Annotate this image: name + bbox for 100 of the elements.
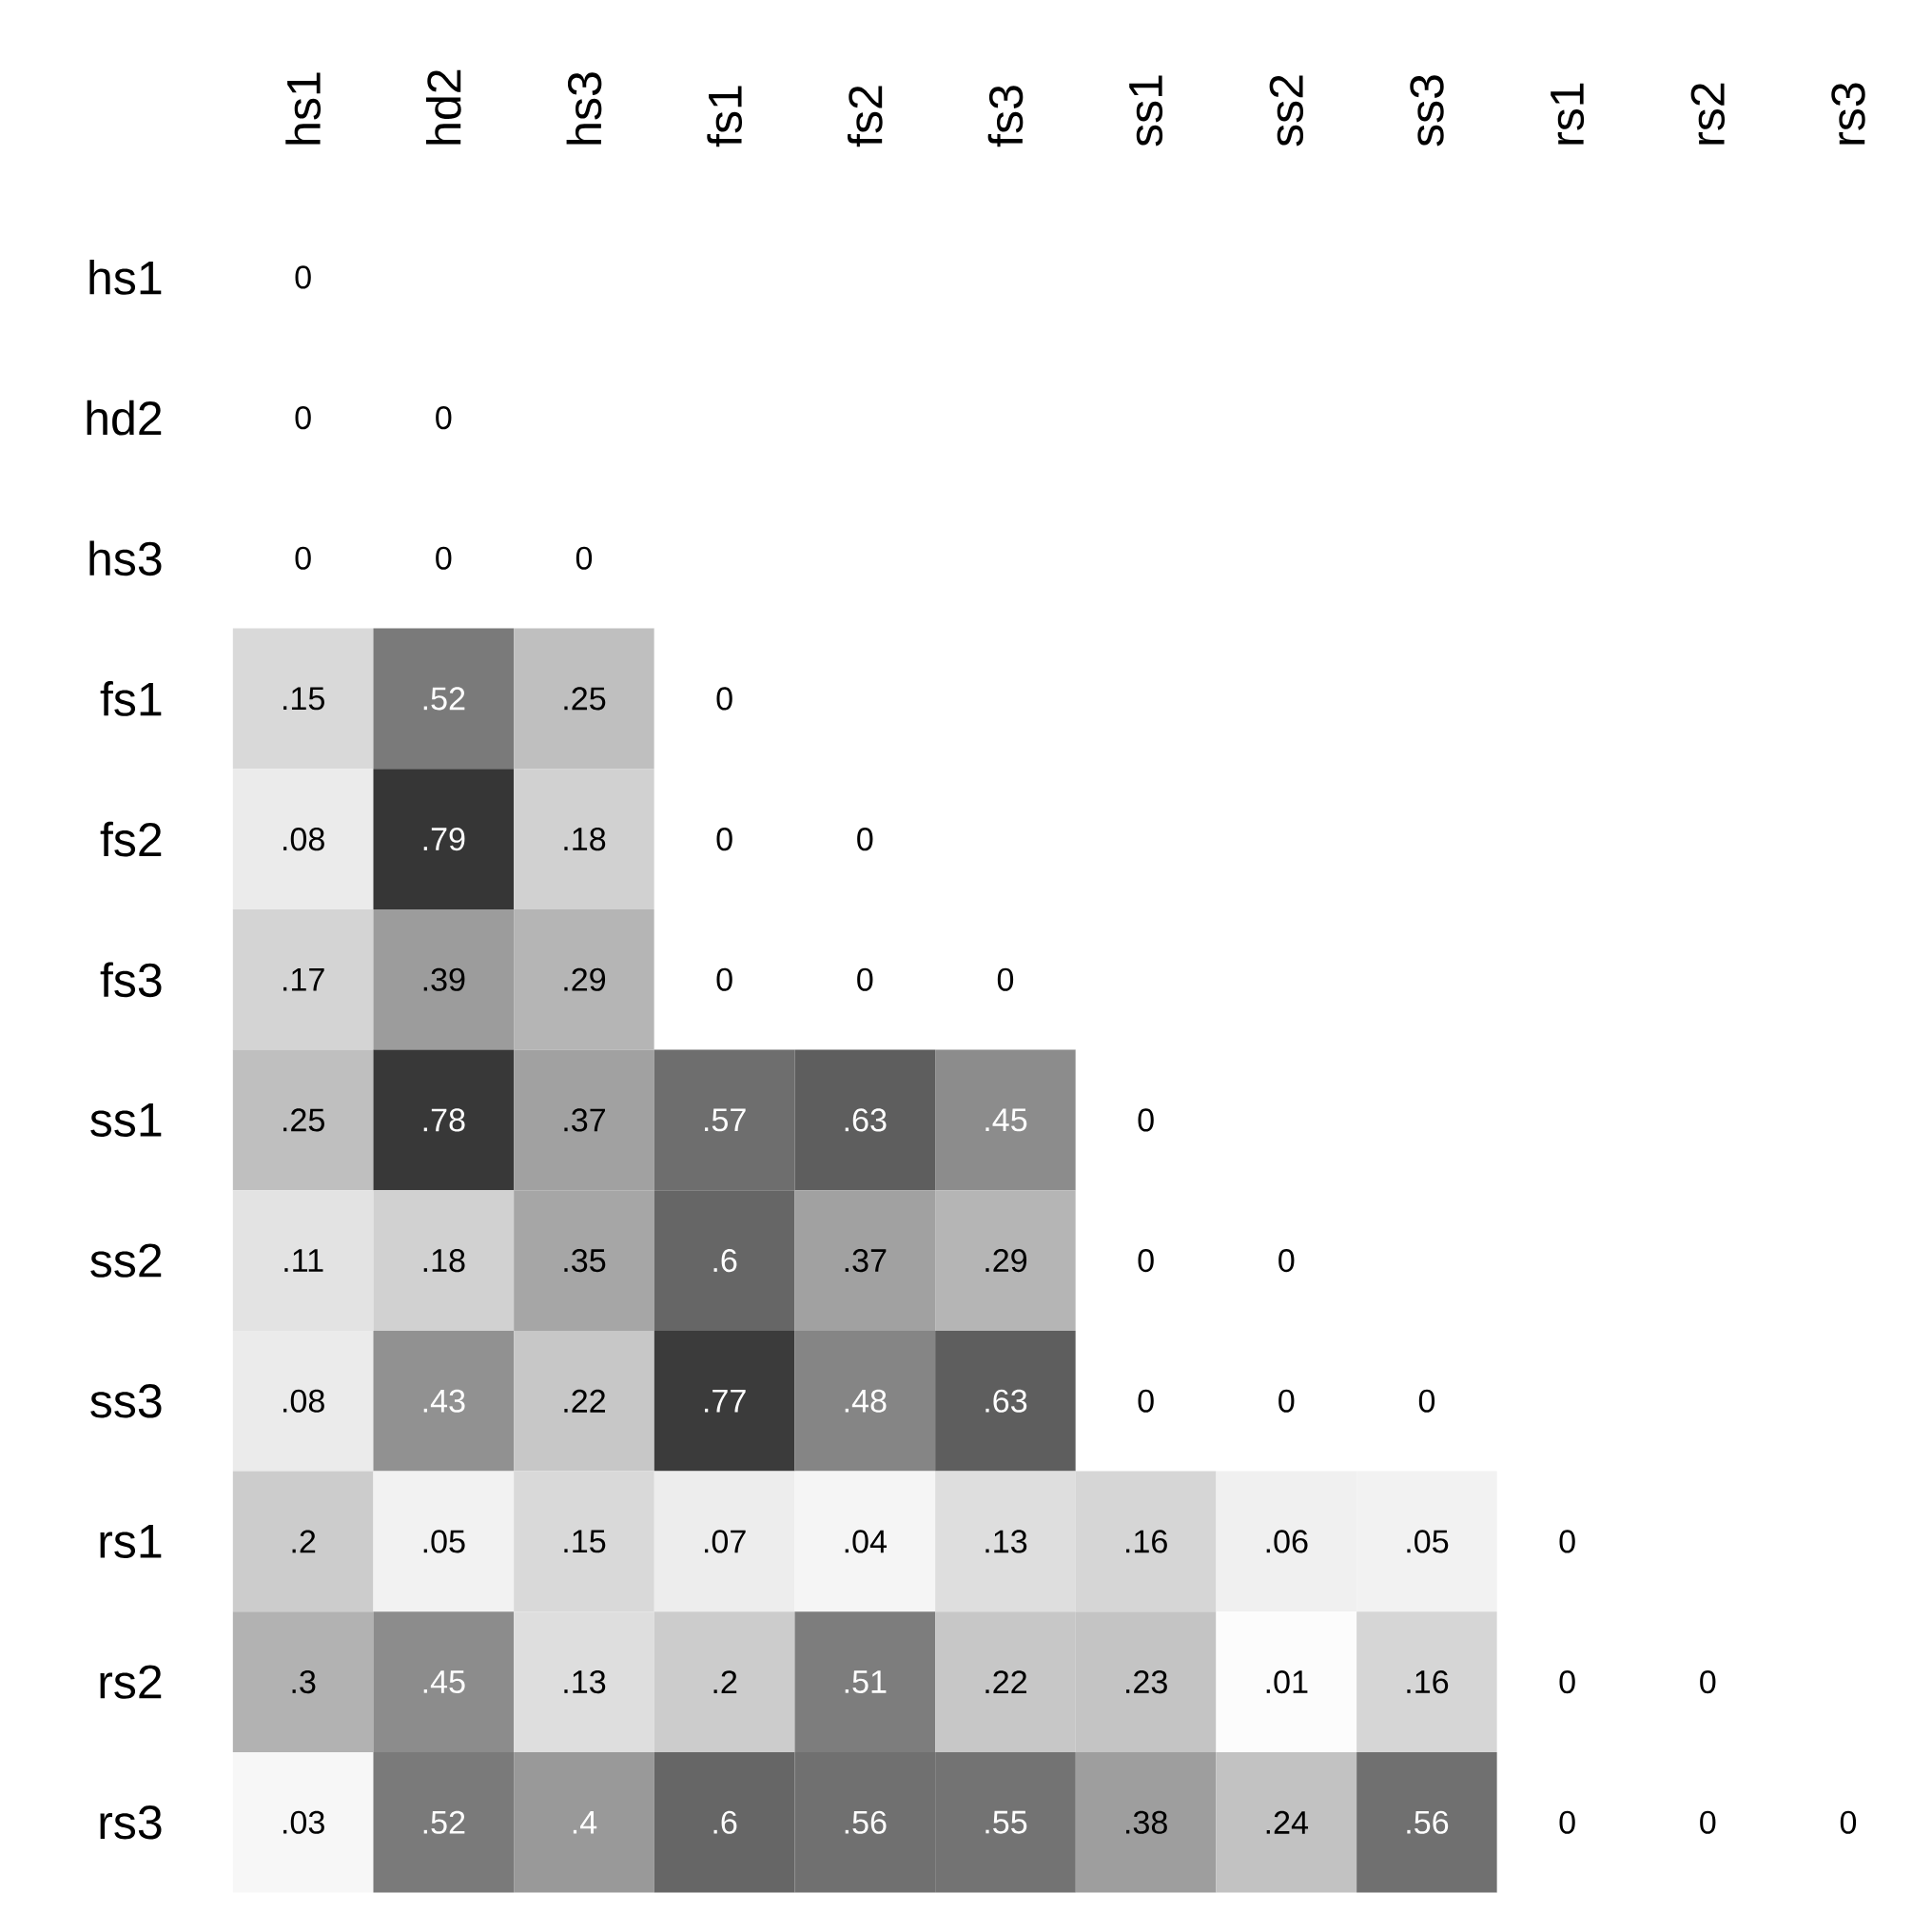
data-label: .57 [705, 1108, 746, 1132]
data-label: .06 [1266, 1530, 1308, 1553]
x-tick-label: hs1 [285, 72, 322, 145]
data-label: .07 [705, 1530, 746, 1553]
data-label: .3 [292, 1669, 316, 1694]
data-label: .25 [283, 1108, 324, 1132]
data-label: .48 [845, 1389, 887, 1413]
data-label: .23 [1126, 1669, 1167, 1694]
data-label: 0 [716, 827, 732, 851]
data-label: .56 [845, 1810, 887, 1834]
data-label: .13 [564, 1669, 606, 1694]
x-tick-label: fs3 [987, 86, 1024, 147]
data-label: .04 [845, 1530, 888, 1553]
x-tick-label: rs3 [1831, 83, 1865, 145]
data-label: .78 [423, 1108, 465, 1132]
data-label: 0 [436, 546, 452, 570]
x-tick-label: rs2 [1690, 83, 1726, 145]
data-label: .16 [1126, 1530, 1167, 1553]
data-label: 0 [1138, 1248, 1154, 1273]
y-tick-label: hd2 [87, 400, 162, 436]
y-tick-label: ss3 [90, 1384, 162, 1418]
data-label: 0 [1278, 1248, 1295, 1273]
y-tick-label: rs1 [100, 1524, 162, 1558]
y-tick-label: hs1 [89, 260, 162, 295]
data-label: .56 [1407, 1810, 1449, 1834]
data-label: 0 [295, 546, 311, 570]
data-label: .43 [423, 1389, 465, 1413]
data-label: 0 [857, 827, 873, 851]
y-tick-label: rs3 [100, 1805, 162, 1840]
data-label: .18 [564, 827, 606, 851]
data-label: .37 [564, 1108, 605, 1132]
x-tick-label: ss3 [1410, 75, 1444, 146]
data-label: 0 [1559, 1810, 1575, 1834]
data-label: .16 [1407, 1669, 1449, 1694]
y-tick-label: hs3 [89, 540, 162, 576]
data-label: 0 [1700, 1669, 1716, 1694]
x-tick-label: hd2 [425, 69, 461, 145]
data-label: 0 [857, 967, 873, 991]
data-label: 0 [1840, 1810, 1857, 1834]
x-tick-label: hs3 [566, 72, 602, 145]
x-tick-label: rs1 [1551, 83, 1585, 145]
x-tick-label: fs2 [847, 86, 883, 147]
data-label: .15 [564, 1530, 606, 1553]
data-label: 0 [295, 265, 311, 289]
data-label: .6 [713, 1810, 737, 1834]
y-tick-label: fs2 [100, 821, 162, 857]
data-label: .18 [423, 1248, 465, 1273]
x-tick-label: ss1 [1129, 75, 1163, 146]
x-tick-label: fs1 [707, 86, 743, 147]
data-label: .77 [705, 1390, 746, 1413]
y-tick-label: rs2 [100, 1665, 162, 1699]
data-label: 0 [1559, 1669, 1575, 1694]
data-label: .17 [283, 968, 324, 991]
data-label: .29 [986, 1248, 1027, 1273]
data-label: .08 [283, 827, 324, 851]
data-label: .24 [1266, 1810, 1309, 1834]
data-label: .4 [573, 1810, 597, 1834]
data-label: 0 [436, 406, 452, 430]
data-label: 0 [716, 967, 732, 991]
data-label: 0 [576, 546, 593, 570]
y-tick-label: ss1 [90, 1103, 162, 1137]
data-label: .37 [845, 1248, 887, 1273]
data-label: 0 [1138, 1389, 1154, 1413]
y-tick-label: fs3 [100, 962, 162, 998]
data-label: 0 [716, 687, 732, 711]
data-label: .15 [283, 687, 324, 711]
data-label: .13 [986, 1530, 1027, 1553]
data-label: .52 [423, 687, 465, 711]
data-label: 0 [1278, 1389, 1295, 1413]
y-tick-label: fs1 [100, 681, 162, 716]
data-label: .2 [713, 1670, 737, 1693]
data-label: .39 [423, 967, 465, 991]
data-label: .11 [284, 1249, 323, 1272]
data-label: .63 [986, 1389, 1027, 1413]
data-label: .45 [986, 1108, 1027, 1132]
data-label: 0 [1559, 1530, 1575, 1553]
data-label: .22 [564, 1389, 605, 1413]
data-label: .38 [1126, 1810, 1167, 1834]
data-label: .08 [283, 1389, 324, 1413]
data-label: 0 [1700, 1810, 1716, 1834]
data-label: 0 [295, 406, 311, 430]
data-label: .79 [423, 827, 465, 851]
data-label: 0 [997, 967, 1014, 991]
data-label: 0 [1418, 1389, 1435, 1413]
data-label: .51 [845, 1670, 887, 1694]
data-label: 0 [1138, 1108, 1154, 1132]
data-label: .2 [292, 1530, 316, 1553]
x-tick-label: ss2 [1269, 75, 1304, 146]
data-label: .52 [423, 1810, 465, 1834]
data-label: .05 [423, 1530, 465, 1553]
data-label: .01 [1266, 1669, 1308, 1694]
y-tick-label: ss2 [90, 1243, 162, 1278]
data-label: .63 [845, 1108, 887, 1132]
data-label: .03 [283, 1810, 324, 1834]
data-label: .55 [986, 1810, 1027, 1834]
data-label: .22 [986, 1670, 1026, 1693]
data-label: .35 [564, 1248, 606, 1273]
data-label: .25 [564, 687, 606, 711]
data-label: .05 [1407, 1530, 1449, 1553]
data-label: .29 [564, 967, 606, 991]
